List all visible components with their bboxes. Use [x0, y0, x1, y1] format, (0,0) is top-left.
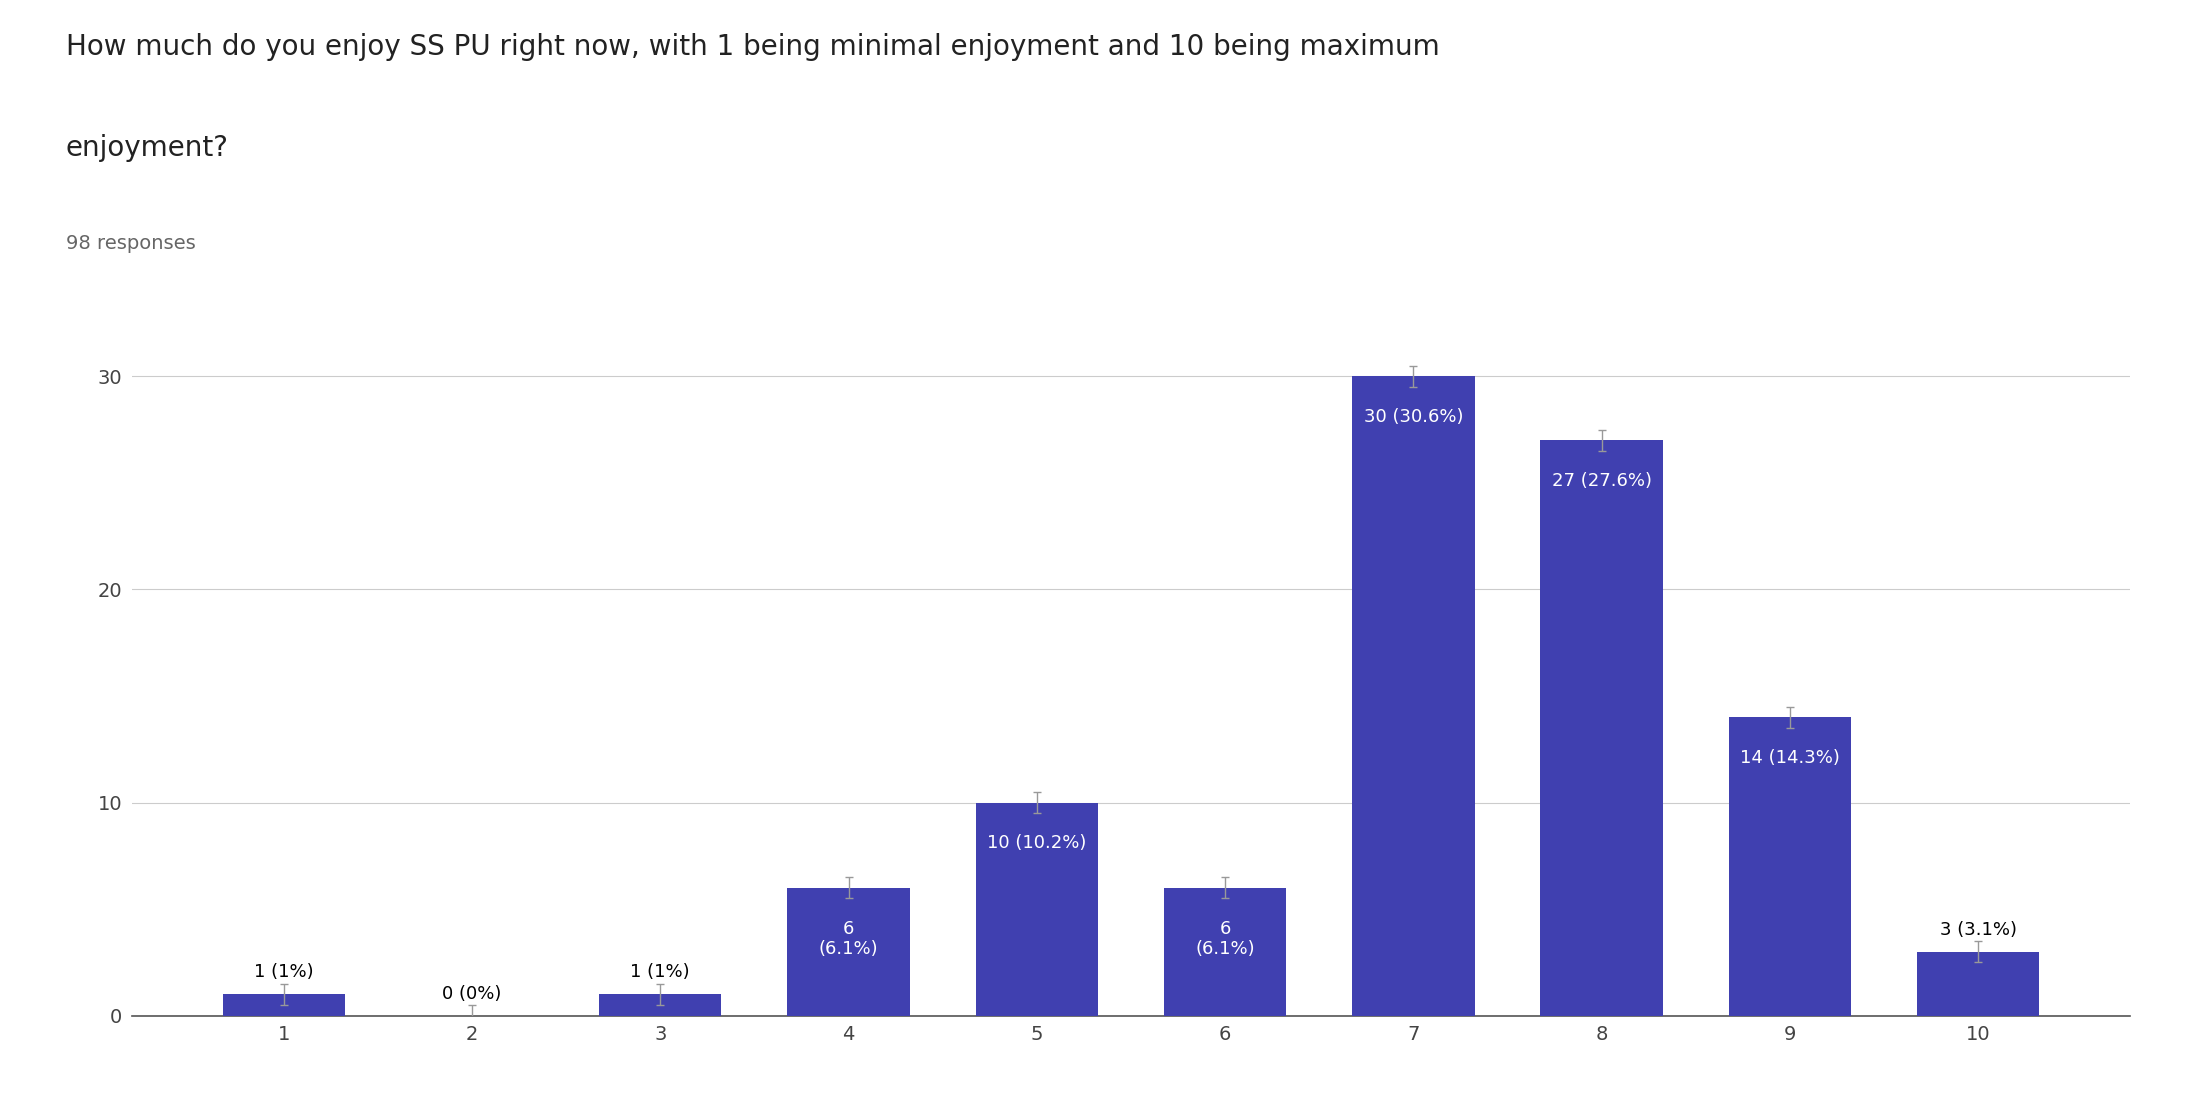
Text: 3 (3.1%): 3 (3.1%)	[1939, 921, 2016, 939]
Bar	[222, 994, 345, 1016]
Bar	[1164, 887, 1287, 1016]
Text: enjoyment?: enjoyment?	[66, 134, 228, 162]
Bar	[600, 994, 722, 1016]
Bar	[1353, 376, 1474, 1016]
Text: How much do you enjoy SS PU right now, with 1 being minimal enjoyment and 10 bei: How much do you enjoy SS PU right now, w…	[66, 33, 1441, 61]
Bar	[1917, 952, 2040, 1016]
Text: 1 (1%): 1 (1%)	[630, 963, 690, 981]
Text: 10 (10.2%): 10 (10.2%)	[988, 835, 1087, 853]
Text: 30 (30.6%): 30 (30.6%)	[1364, 408, 1463, 426]
Text: 14 (14.3%): 14 (14.3%)	[1739, 749, 1840, 767]
Bar	[1728, 718, 1851, 1016]
Text: 6
(6.1%): 6 (6.1%)	[819, 920, 878, 959]
Text: 0 (0%): 0 (0%)	[441, 984, 501, 1003]
Text: 98 responses: 98 responses	[66, 234, 195, 253]
Bar	[788, 887, 909, 1016]
Text: 27 (27.6%): 27 (27.6%)	[1553, 472, 1651, 490]
Text: 1 (1%): 1 (1%)	[255, 963, 314, 981]
Bar	[975, 802, 1098, 1016]
Bar	[1539, 441, 1662, 1016]
Text: 6
(6.1%): 6 (6.1%)	[1195, 920, 1254, 959]
